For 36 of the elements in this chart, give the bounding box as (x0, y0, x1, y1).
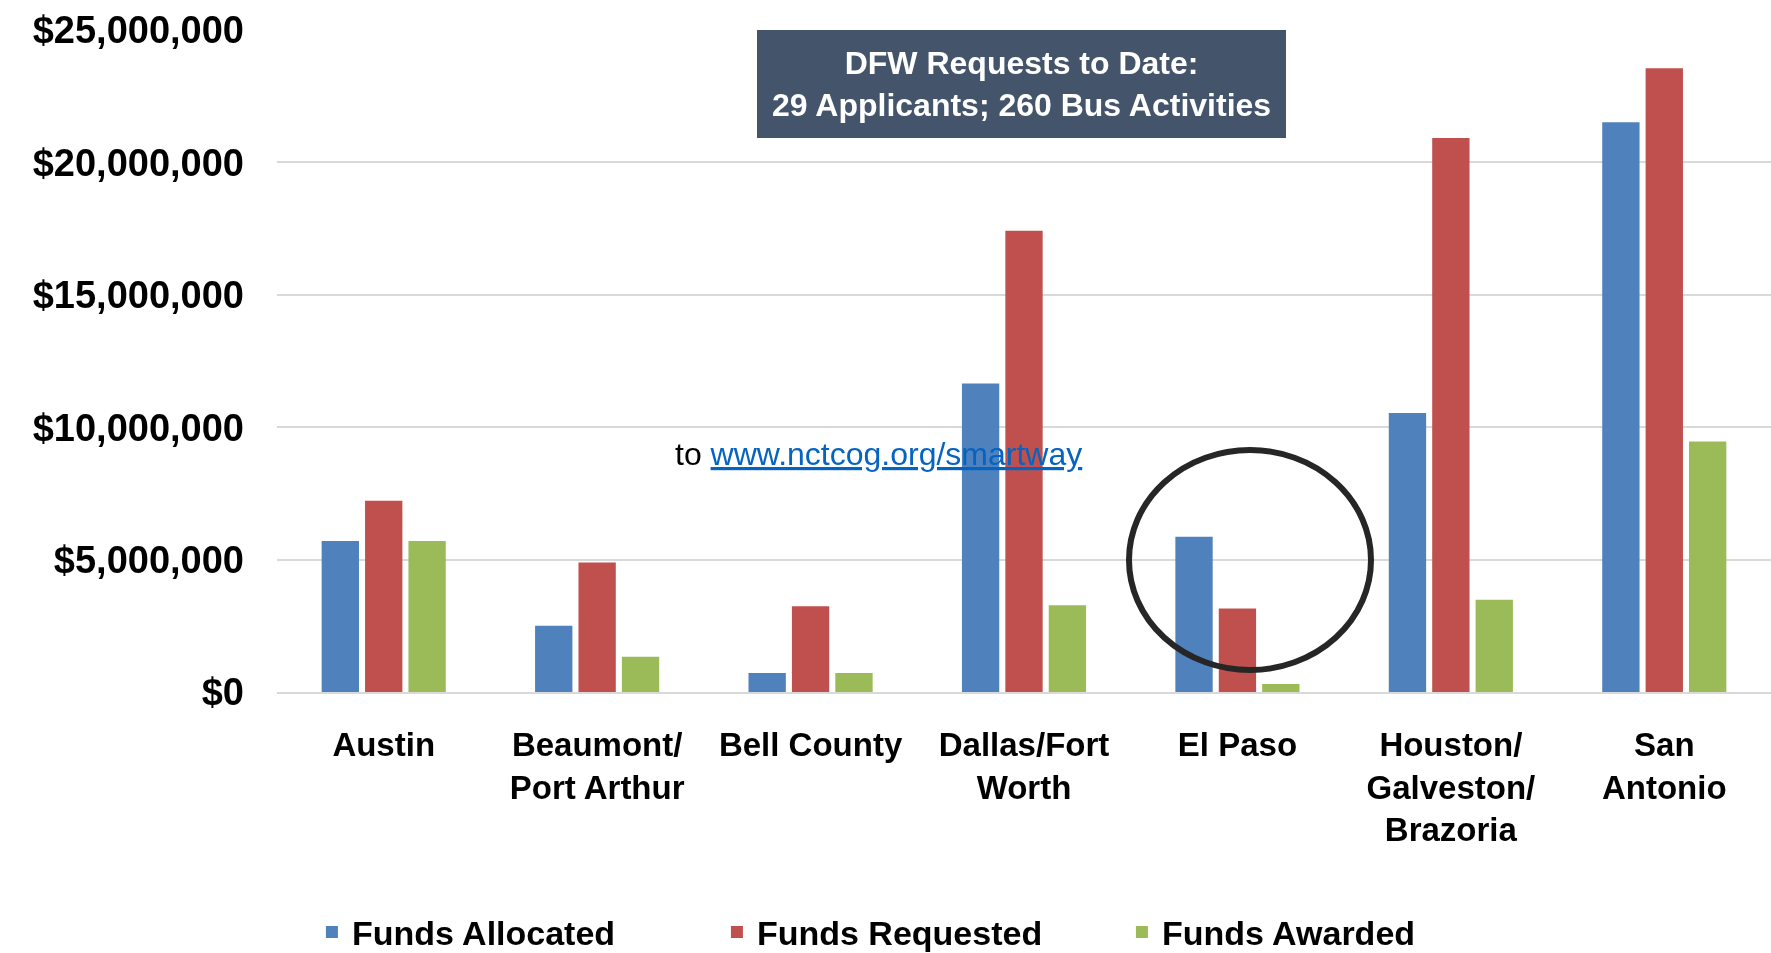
bar (621, 656, 660, 692)
bar (1689, 441, 1727, 692)
bar (1048, 605, 1087, 692)
bar (835, 672, 873, 692)
bar (1432, 138, 1470, 692)
legend-label: Funds Requested (756, 914, 1043, 953)
x-tick-label: Austin (332, 725, 436, 763)
y-tick-label: $5,000,000 (53, 538, 244, 581)
bar (578, 562, 616, 692)
bar (1475, 599, 1513, 692)
bar (408, 541, 446, 692)
bar (791, 606, 830, 692)
bar (748, 672, 786, 692)
y-tick-label: $10,000,000 (32, 406, 244, 449)
bar (1262, 684, 1300, 692)
legend-label: Funds Allocated (351, 914, 616, 953)
bar (1602, 122, 1640, 692)
y-tick-label: $0 (201, 671, 244, 714)
bar (1175, 536, 1213, 692)
legend-label: Funds Awarded (1161, 914, 1416, 953)
y-tick-label: $25,000,000 (32, 9, 244, 52)
y-tick-label: $15,000,000 (32, 274, 244, 317)
bar (535, 625, 573, 692)
bar (321, 541, 359, 692)
annotation: DFW Requests to Date: 29 Applicants; 260 Bus Activities (772, 45, 1272, 123)
x-tick-label: Dallas/Fort Worth (938, 725, 1110, 806)
x-tick-label: Houston/ Galveston/ Brazoria (1366, 725, 1536, 849)
x-tick-label: San Antonio (1601, 725, 1727, 806)
bar (1388, 412, 1427, 692)
x-tick-label: El Paso (1177, 725, 1298, 763)
bar (1218, 608, 1257, 692)
bar (1645, 68, 1683, 692)
x-tick-label: Bell County (718, 725, 903, 763)
bar (365, 500, 403, 692)
x-tick-label: Beaumont/ Port Arthur (509, 725, 685, 806)
y-tick-label: $20,000,000 (32, 141, 244, 184)
